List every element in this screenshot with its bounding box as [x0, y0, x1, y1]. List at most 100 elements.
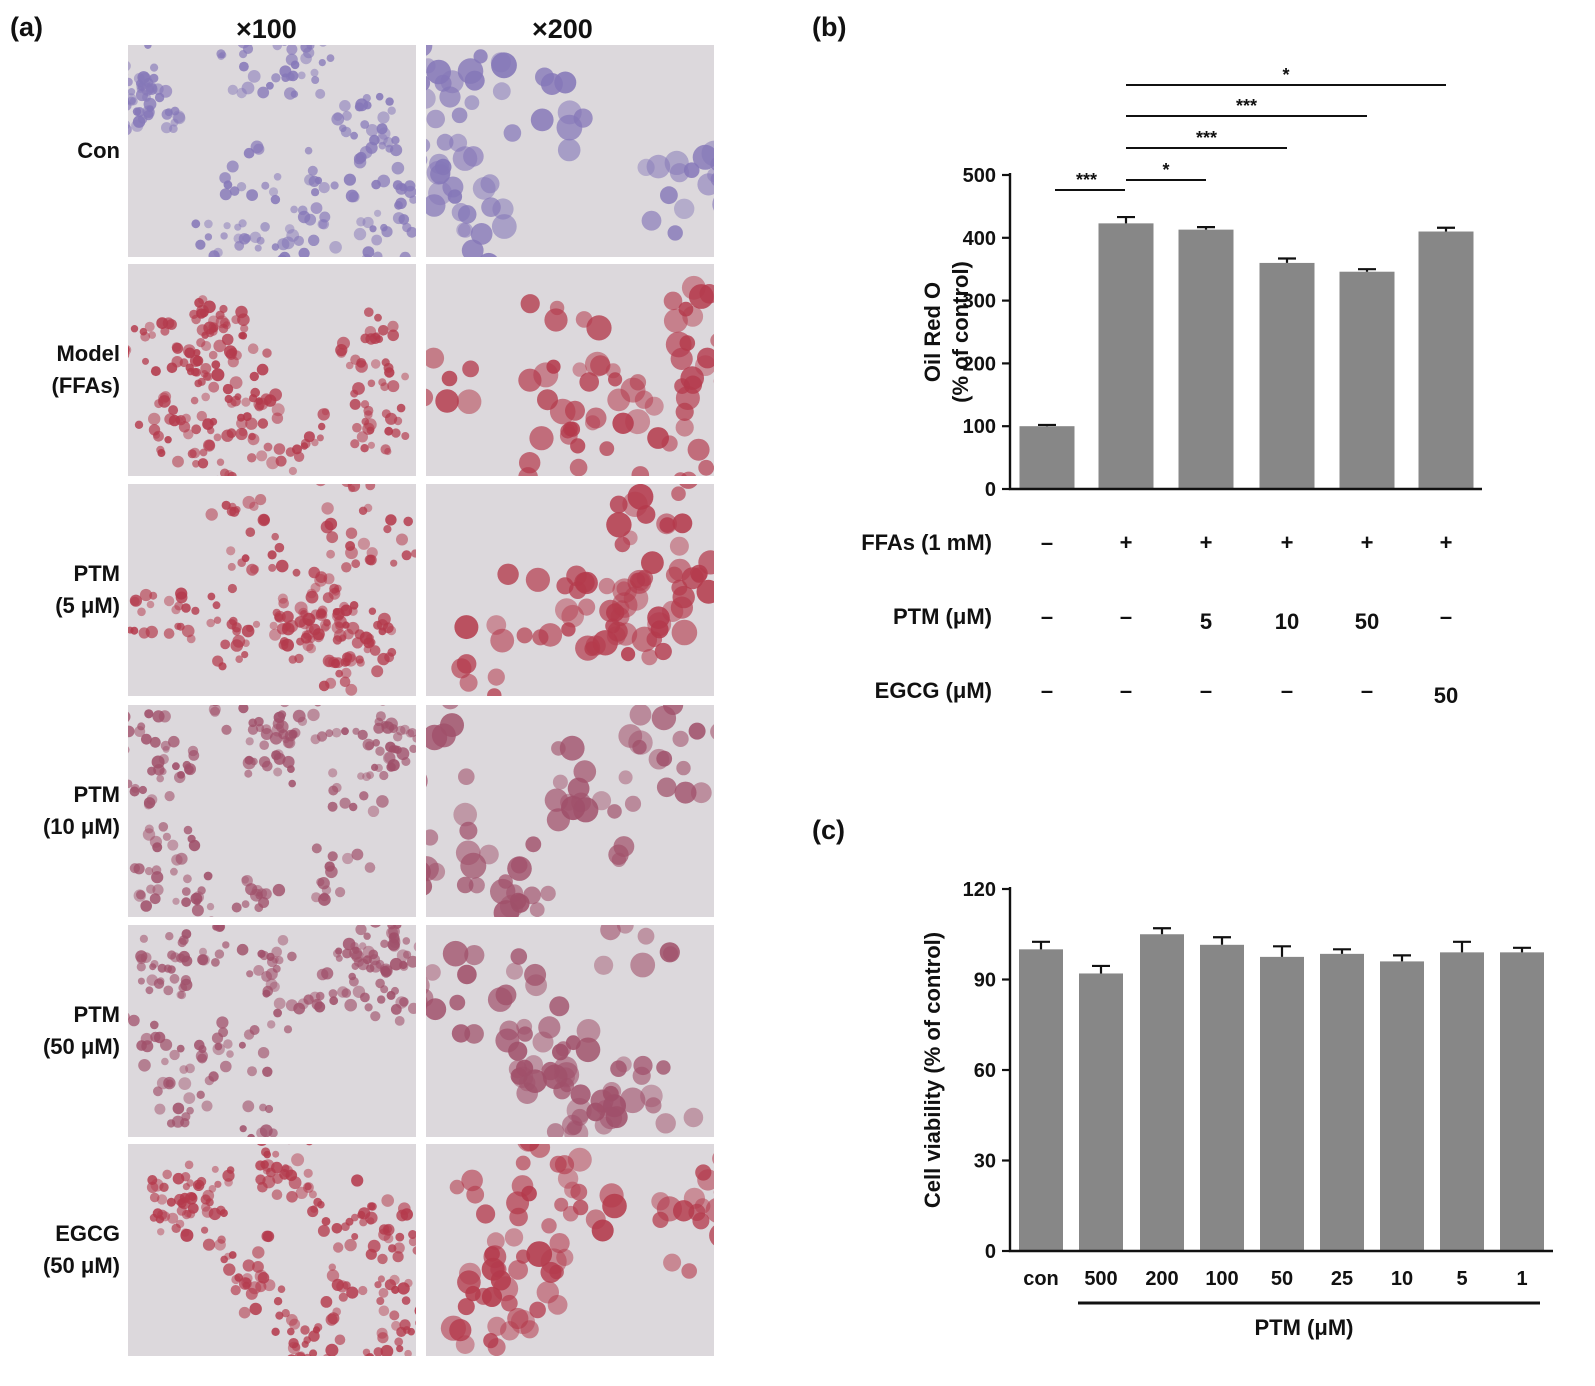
y-tick-label: 200 [963, 353, 996, 375]
condition-label: FFAs (1 mM) [861, 530, 992, 555]
condition-value: 50 [1354, 609, 1380, 634]
micrograph-image [426, 705, 714, 917]
condition-value: – [1119, 678, 1133, 703]
row-label-line: (50 μM) [42, 1034, 120, 1059]
row-label-line: (50 μM) [42, 1253, 120, 1278]
condition-value: + [1439, 530, 1453, 555]
micrograph-image [426, 484, 714, 696]
bar [1260, 956, 1304, 1251]
row-label-line: (10 μM) [42, 814, 120, 839]
condition-value: – [1040, 678, 1054, 703]
error-bar [1333, 948, 1351, 954]
significance-label: *** [1236, 96, 1257, 116]
y-tick-label: 100 [963, 416, 996, 438]
significance-label: * [1162, 160, 1169, 180]
bar [1440, 952, 1484, 1251]
condition-value: – [1439, 604, 1453, 629]
bar [1380, 961, 1424, 1251]
y-tick-label: 400 [963, 228, 996, 250]
condition-label: PTM (μM) [893, 604, 992, 629]
magnification-100-label: ×100 [236, 14, 297, 44]
bar [1200, 944, 1244, 1251]
micrograph-image [426, 45, 714, 257]
significance-label: *** [1196, 128, 1217, 148]
condition-value: – [1040, 530, 1054, 555]
y-axis-label: Oil Red O [920, 282, 945, 382]
micrograph-image [128, 1144, 416, 1356]
condition-value: – [1280, 678, 1294, 703]
y-tick-label: 0 [985, 479, 996, 501]
condition-value: – [1199, 678, 1213, 703]
x-tick-label: 100 [1205, 1268, 1238, 1290]
error-bar [1092, 964, 1110, 974]
y-tick-label: 500 [963, 165, 996, 187]
error-bar [1453, 940, 1471, 953]
error-bar [1278, 257, 1296, 263]
micrograph-image [426, 264, 714, 476]
x-tick-label: 500 [1084, 1268, 1117, 1290]
panel-b-letter: (b) [812, 12, 847, 42]
error-bar [1038, 423, 1056, 427]
row-label-line: PTM [73, 561, 120, 586]
x-axis-group-label: PTM (μM) [1255, 1315, 1354, 1340]
x-tick-label: 25 [1331, 1268, 1353, 1290]
panel-c-letter: (c) [812, 815, 845, 845]
y-tick-label: 60 [974, 1060, 996, 1082]
bar [1500, 952, 1544, 1251]
micrograph-image [128, 484, 416, 696]
micrograph-image [128, 705, 416, 917]
condition-value: + [1280, 530, 1294, 555]
condition-value: + [1360, 530, 1374, 555]
bar [1019, 426, 1075, 489]
row-label: Model (FFAs) [0, 338, 120, 402]
row-label: PTM (50 μM) [0, 999, 120, 1063]
row-label-line: (5 μM) [55, 593, 120, 618]
bar [1339, 271, 1395, 489]
micrograph-image [426, 925, 714, 1137]
x-tick-label: 5 [1456, 1268, 1467, 1290]
error-bar [1273, 945, 1291, 957]
bar [1079, 973, 1123, 1251]
row-label: PTM (5 μM) [0, 558, 120, 622]
row-label: EGCG (50 μM) [0, 1218, 120, 1282]
condition-value: – [1119, 604, 1133, 629]
axis-lines [1008, 887, 1553, 1253]
row-label: Con [0, 135, 120, 167]
micrograph-image [426, 1144, 714, 1356]
error-bar [1513, 946, 1531, 953]
error-bar [1197, 226, 1215, 230]
row-label-line: Con [77, 138, 120, 163]
x-tick-label: 1 [1516, 1268, 1527, 1290]
bar [1098, 223, 1154, 489]
bar [1140, 934, 1184, 1251]
y-tick-label: 300 [963, 291, 996, 313]
error-bar [1358, 268, 1376, 272]
bar [1418, 231, 1474, 489]
error-bar [1117, 215, 1135, 224]
y-tick-label: 90 [974, 970, 996, 992]
error-bar [1032, 940, 1050, 950]
bar [1259, 262, 1315, 489]
y-tick-label: 0 [985, 1241, 996, 1263]
error-bar [1437, 226, 1455, 232]
oil-red-o-bar-chart: 0 100 200 300 400 500 Oil Red O (% of control) *… [920, 65, 1482, 501]
condition-value: 50 [1433, 683, 1459, 708]
magnification-200-label: ×200 [532, 14, 593, 44]
x-tick-label: con [1023, 1268, 1059, 1290]
error-bar [1153, 927, 1171, 935]
x-tick-label: 10 [1391, 1268, 1413, 1290]
condition-value: 5 [1199, 609, 1213, 634]
row-label-line: Model [56, 341, 120, 366]
micrograph-image [128, 925, 416, 1137]
x-tick-label: 50 [1271, 1268, 1293, 1290]
error-bar [1393, 954, 1411, 962]
row-label: PTM (10 μM) [0, 779, 120, 843]
micrograph-image [128, 264, 416, 476]
y-axis-label: (% of control) [948, 261, 973, 403]
error-bar [1213, 936, 1231, 945]
panel-a-letter: (a) [10, 12, 43, 42]
axis-lines [1008, 173, 1482, 491]
condition-label: EGCG (μM) [874, 678, 992, 703]
bar [1320, 953, 1364, 1251]
y-tick-label: 120 [963, 879, 996, 901]
